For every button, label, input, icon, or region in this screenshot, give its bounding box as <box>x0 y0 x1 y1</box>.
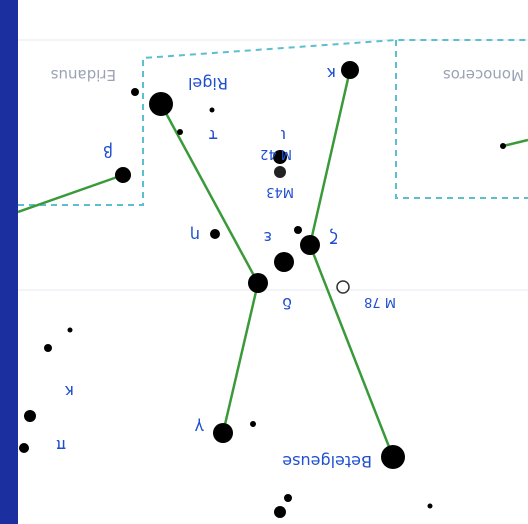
star-label-betelgeuse: Betelgeuse <box>282 452 372 471</box>
constellation-boundary <box>18 39 528 206</box>
star-gamma <box>213 423 233 443</box>
star-beta <box>115 167 131 183</box>
star-label-beta: β <box>103 142 113 161</box>
star-zeta <box>300 235 320 255</box>
star-betelgeuse <box>381 445 405 469</box>
star <box>177 129 183 135</box>
star <box>427 503 433 509</box>
star-epsilon <box>274 252 294 272</box>
star-label-pi: π <box>56 436 66 455</box>
object-label-m78: M 78 <box>364 294 396 309</box>
constellation-label-monoceros: Monoceros <box>443 66 524 84</box>
asterism-lines <box>18 69 528 458</box>
star-label-delta: δ <box>282 294 292 313</box>
star-label-tau: τ <box>208 126 218 145</box>
star-chart: Eridanus Monoceros Rigel Betelgeuse κ β … <box>18 0 528 524</box>
star-label-epsilon: ε <box>263 228 272 247</box>
orion-star-map: Eridanus Monoceros Rigel Betelgeuse κ β … <box>18 39 528 518</box>
star-label-iota: ι <box>281 126 286 145</box>
star-delta <box>248 273 268 293</box>
star <box>131 88 139 96</box>
star <box>294 226 302 234</box>
star <box>500 143 506 149</box>
nebula-m78-marker <box>336 280 350 294</box>
star-label-eta: η <box>190 226 200 245</box>
star-label-kappa: κ <box>326 64 336 83</box>
star-pi <box>19 443 29 453</box>
object-label-m43: M43 <box>266 184 294 199</box>
star-label-rigel: Rigel <box>188 74 228 93</box>
star <box>284 494 292 502</box>
nebula-m42-marker <box>274 166 286 178</box>
constellation-label-eridanus: Eridanus <box>50 66 116 84</box>
star <box>44 344 52 352</box>
star-eta <box>210 229 220 239</box>
star <box>250 421 256 427</box>
star <box>67 327 73 333</box>
star-label-kappa2: κ <box>64 382 74 401</box>
star-label-gamma: γ <box>195 418 204 437</box>
star <box>209 107 215 113</box>
star-label-zeta: ζ <box>329 228 338 247</box>
star-rigel <box>149 92 173 116</box>
star-kappa2 <box>24 410 36 422</box>
star-kappa <box>341 61 359 79</box>
object-label-m42: M 42 <box>260 146 292 161</box>
star-iota <box>273 150 287 164</box>
stars <box>19 61 506 518</box>
star <box>274 506 286 518</box>
